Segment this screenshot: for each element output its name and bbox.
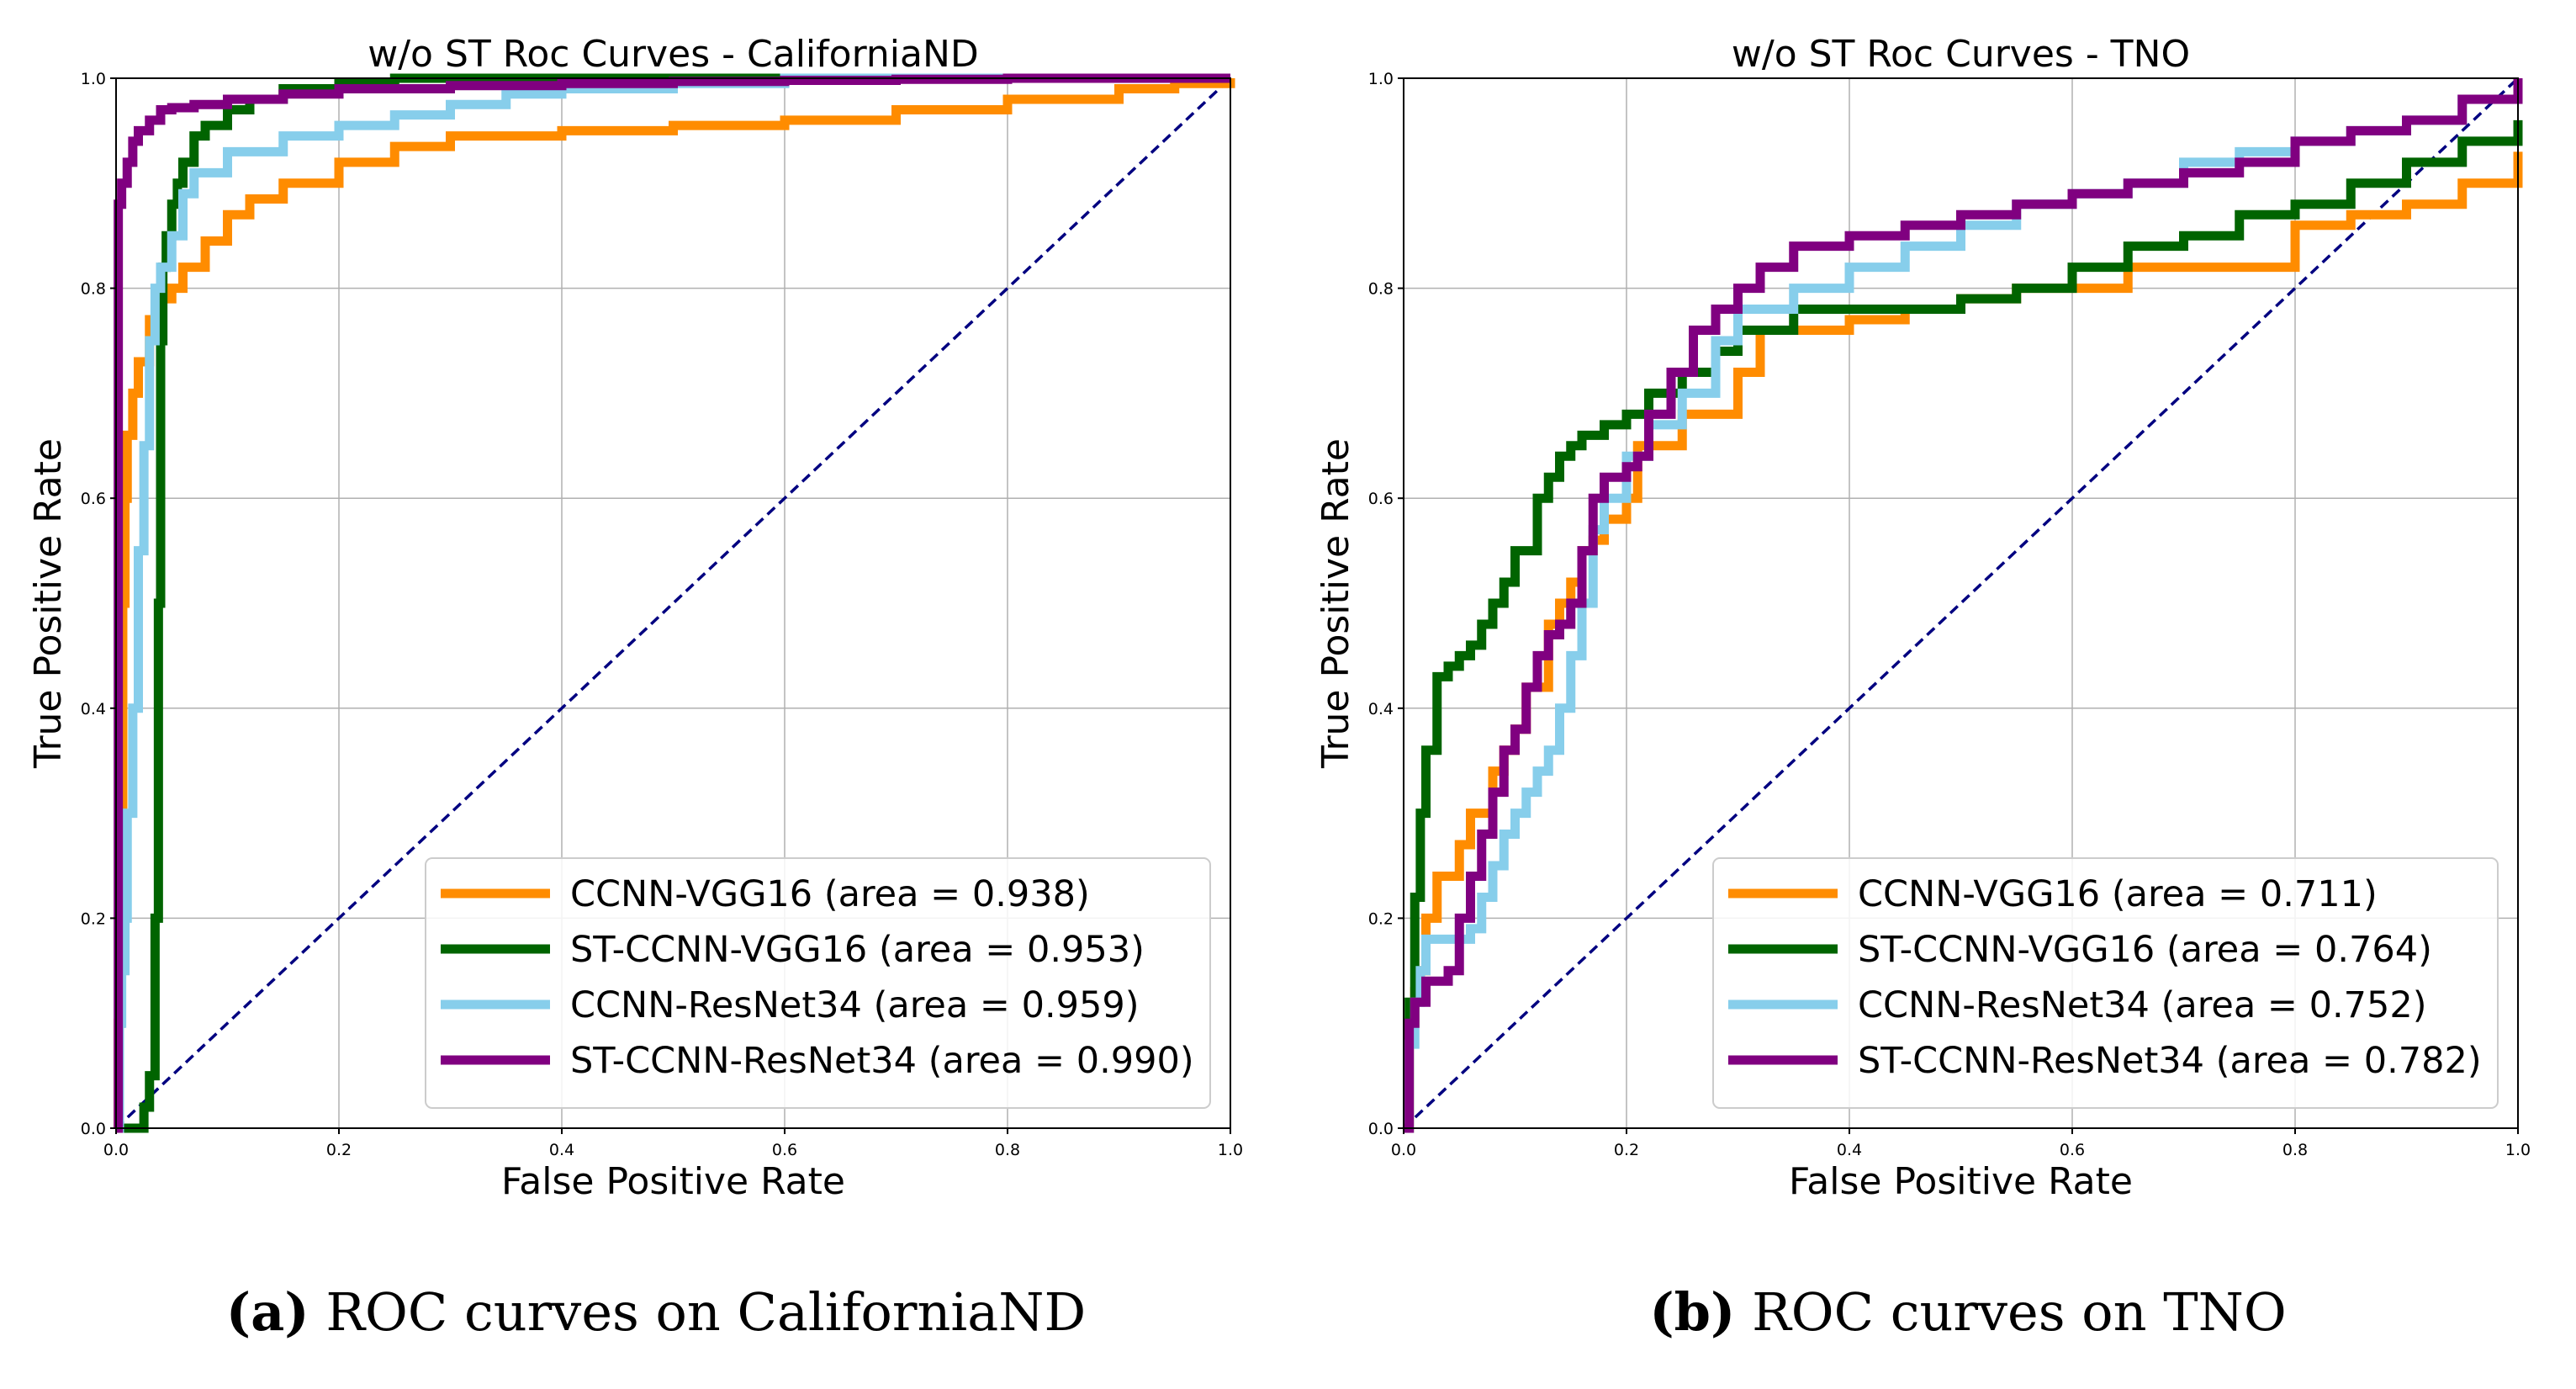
y-tick-label: 0.0 <box>1368 1120 1394 1138</box>
legend-label-4: ST-CCNN-ResNet34 (area = 0.782) <box>1858 1040 2482 1082</box>
legend-label-1: CCNN-VGG16 (area = 0.711) <box>1858 873 2378 915</box>
x-tick-label: 0.6 <box>2060 1141 2085 1159</box>
y-tick-label: 0.8 <box>1368 280 1394 299</box>
caption-a-text: ROC curves on CaliforniaND <box>325 1281 1087 1343</box>
series-line-4 <box>1404 78 2523 1133</box>
x-tick-label: 0.4 <box>1837 1141 1862 1159</box>
axes-frame <box>115 77 1231 1129</box>
x-axis-label: False Positive Rate <box>1789 1160 2133 1203</box>
series-line-1 <box>114 78 1235 1133</box>
x-tick-label: 0.0 <box>1391 1141 1416 1159</box>
legend-label-3: CCNN-ResNet34 (area = 0.959) <box>570 984 1139 1026</box>
y-tick-label: 0.4 <box>1368 700 1394 718</box>
legend-label-3: CCNN-ResNet34 (area = 0.752) <box>1858 984 2426 1026</box>
chart-title: w/o ST Roc Curves - TNO <box>1732 33 2190 76</box>
roc-chart-californiand: 0.0 0.2 0.4 0.6 0.8 1.0 0.0 0.2 0.4 0.6 0.8 1.0 w/o … <box>27 33 1243 1203</box>
y-tick-label: 0.8 <box>81 280 106 299</box>
y-axis-label: True Positive Rate <box>1314 438 1357 769</box>
legend-label-4: ST-CCNN-ResNet34 (area = 0.990) <box>570 1040 1194 1082</box>
legend-box <box>1712 857 2499 1109</box>
caption-b-text: ROC curves on TNO <box>1752 1281 2287 1343</box>
caption-b: (b) ROC curves on TNO <box>1421 1275 2515 1350</box>
x-tick-label: 0.2 <box>1614 1141 1639 1159</box>
caption-a-tag: (a) <box>225 1281 309 1343</box>
legend: CCNN-VGG16 (area = 0.938) ST-CCNN-VGG16 (… <box>425 857 1211 1109</box>
legend-label-2: ST-CCNN-VGG16 (area = 0.764) <box>1858 929 2432 971</box>
y-tick-label: 1.0 <box>1368 70 1394 88</box>
y-tick-label: 1.0 <box>81 70 106 88</box>
x-tick-label: 0.4 <box>549 1141 574 1159</box>
x-tick-label: 0.0 <box>103 1141 129 1159</box>
caption-a: (a) ROC curves on CaliforniaND <box>109 1275 1203 1350</box>
y-tick-label: 0.4 <box>81 700 106 718</box>
legend-label-1: CCNN-VGG16 (area = 0.938) <box>570 873 1090 915</box>
axes-frame <box>1403 77 2519 1129</box>
y-tick-label: 0.6 <box>81 490 106 508</box>
y-axis-label: True Positive Rate <box>27 438 70 769</box>
chart-title: w/o ST Roc Curves - CaliforniaND <box>368 33 979 76</box>
x-tick-label: 1.0 <box>2505 1141 2531 1159</box>
series-line-3 <box>114 73 1230 1133</box>
x-tick-label: 1.0 <box>1218 1141 1243 1159</box>
x-tick-label: 0.8 <box>2282 1141 2308 1159</box>
x-tick-label: 0.8 <box>995 1141 1020 1159</box>
legend-label-2: ST-CCNN-VGG16 (area = 0.953) <box>570 929 1145 971</box>
x-tick-label: 0.2 <box>326 1141 352 1159</box>
series-line-2 <box>1404 119 2523 1133</box>
legend-box <box>425 857 1211 1109</box>
caption-b-tag: (b) <box>1649 1281 1736 1343</box>
series-group <box>1404 78 2523 1133</box>
legend: CCNN-VGG16 (area = 0.711) ST-CCNN-VGG16 (… <box>1712 857 2499 1109</box>
y-tick-label: 0.6 <box>1368 490 1394 508</box>
roc-chart-tno: 0.0 0.2 0.4 0.6 0.8 1.0 0.0 0.2 0.4 0.6 0.8 1.0 w/o … <box>1314 33 2531 1203</box>
y-tick-label: 0.2 <box>81 909 106 928</box>
x-tick-label: 0.6 <box>772 1141 797 1159</box>
series-line-4 <box>114 73 1230 1133</box>
y-tick-label: 0.2 <box>1368 909 1394 928</box>
y-tick-label: 0.0 <box>81 1120 106 1138</box>
x-axis-label: False Positive Rate <box>501 1160 845 1203</box>
